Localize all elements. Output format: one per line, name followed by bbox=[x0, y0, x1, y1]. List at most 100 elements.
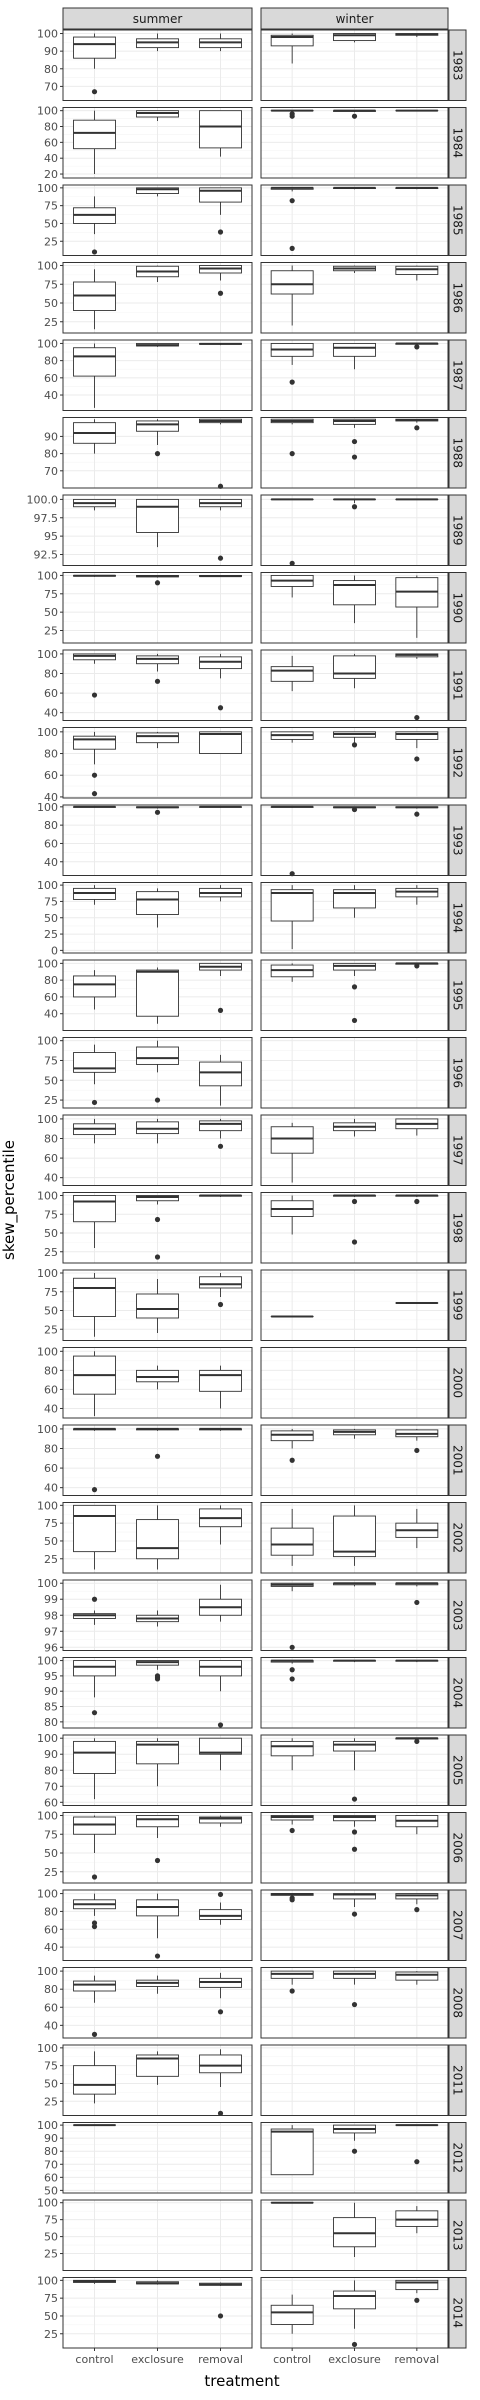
panel-border bbox=[260, 1967, 449, 2039]
boxplot-removal bbox=[199, 1972, 242, 2015]
outlier-point bbox=[154, 1953, 161, 1959]
y-tick-label: 25 bbox=[44, 2328, 58, 2341]
y-tick-label: 100 bbox=[37, 260, 58, 273]
iqr-box bbox=[333, 1740, 376, 1752]
iqr-box bbox=[333, 342, 376, 357]
row-strip-2002 bbox=[448, 1502, 467, 1574]
boxplot-exclosure bbox=[333, 186, 376, 190]
row-strip-label: 1998 bbox=[451, 1212, 465, 1243]
panel-border bbox=[62, 494, 253, 566]
boxplot-removal bbox=[199, 1194, 242, 1197]
boxplot-removal bbox=[395, 1194, 439, 1205]
y-tick-label: 50 bbox=[44, 2231, 58, 2244]
y-tick-label: 75 bbox=[44, 588, 58, 601]
boxplot-control bbox=[73, 1660, 116, 1716]
panel-border bbox=[260, 1114, 449, 1186]
boxplot-exclosure bbox=[333, 1194, 376, 1245]
y-tick-label: 25 bbox=[44, 316, 58, 329]
panel-border bbox=[62, 1037, 253, 1109]
boxplot-control bbox=[73, 1975, 116, 2037]
iqr-box bbox=[199, 1816, 242, 1824]
y-tick-label: 90 bbox=[44, 45, 58, 58]
outlier-point bbox=[217, 1891, 224, 1898]
outlier-point bbox=[154, 1453, 161, 1459]
y-tick-label: 50 bbox=[44, 1847, 58, 1860]
row-strip-1986 bbox=[448, 262, 467, 334]
y-tick-label: 100 bbox=[37, 648, 58, 661]
y-tick-label: 50 bbox=[44, 2310, 58, 2323]
outlier-point bbox=[154, 678, 161, 684]
y-tick-label: 40 bbox=[44, 1482, 58, 1495]
boxplot-removal bbox=[395, 342, 439, 350]
boxplot-exclosure bbox=[136, 1815, 179, 1864]
y-tick-label: 80 bbox=[44, 1133, 58, 1146]
y-tick-label: 25 bbox=[44, 928, 58, 941]
iqr-box bbox=[333, 1515, 376, 1558]
boxplot-control bbox=[73, 1195, 116, 1248]
row-strip-label: 1983 bbox=[451, 50, 465, 81]
boxplot-control bbox=[73, 1427, 116, 1493]
y-tick-label: 40 bbox=[44, 791, 58, 804]
y-tick-label: 75 bbox=[44, 1054, 58, 1067]
boxplot-removal bbox=[199, 342, 242, 346]
boxplot-removal bbox=[395, 1582, 439, 1606]
y-tick-label: 95 bbox=[44, 530, 58, 543]
row-strip-label: 2005 bbox=[451, 1755, 465, 1786]
boxplot-control bbox=[270, 2294, 314, 2334]
panel-1997-summer bbox=[62, 1114, 253, 1186]
boxplot-exclosure bbox=[333, 962, 376, 1024]
row-strip-2014 bbox=[448, 2277, 467, 2349]
boxplot-control bbox=[73, 1273, 116, 1337]
panel-border bbox=[260, 1812, 449, 1884]
iqr-box bbox=[73, 1816, 116, 1835]
iqr-box bbox=[270, 1126, 314, 1154]
outlier-point bbox=[154, 451, 161, 457]
iqr-box bbox=[270, 889, 314, 922]
row-strip-2006 bbox=[448, 1812, 467, 1884]
row-strip-2012 bbox=[448, 2122, 467, 2194]
boxplot-removal bbox=[395, 186, 439, 190]
y-tick-label: 60 bbox=[44, 1383, 58, 1396]
outlier-point bbox=[91, 692, 98, 698]
x-tick-label: removal bbox=[394, 2353, 439, 2366]
y-tick-label: 60 bbox=[44, 1462, 58, 1475]
outlier-point bbox=[414, 2297, 420, 2303]
panel-border bbox=[62, 1269, 253, 1341]
boxplot-control bbox=[73, 269, 116, 330]
y-tick-label: 100 bbox=[37, 1190, 58, 1203]
panel-border bbox=[62, 2122, 253, 2194]
iqr-box bbox=[73, 1980, 116, 1992]
panel-1988-winter bbox=[260, 417, 449, 489]
outlier-point bbox=[91, 1487, 98, 1493]
column-strip-winter bbox=[260, 7, 449, 30]
y-tick-label: 100 bbox=[37, 2197, 58, 2210]
boxplot-exclosure bbox=[136, 2280, 179, 2285]
panels-layer: summer winter7080901001983204060801001984… bbox=[27, 7, 467, 2366]
panel-border bbox=[62, 1347, 253, 1419]
y-tick-label: 20 bbox=[44, 168, 58, 181]
panel-border bbox=[62, 959, 253, 1031]
y-tick-label: 80 bbox=[44, 1716, 58, 1729]
outlier-point bbox=[154, 1254, 161, 1260]
boxplot-removal bbox=[395, 1893, 439, 1913]
y-tick-label: 75 bbox=[44, 1828, 58, 1841]
iqr-box bbox=[136, 1740, 179, 1765]
y-tick-label: 80 bbox=[44, 355, 58, 368]
outlier-point bbox=[154, 1857, 161, 1864]
boxplot-removal bbox=[199, 731, 242, 754]
outlier-point bbox=[91, 772, 98, 778]
boxplot-removal bbox=[395, 265, 439, 281]
boxplot-exclosure bbox=[136, 888, 179, 928]
outlier-point bbox=[91, 89, 98, 95]
panel-2003-winter bbox=[260, 1579, 449, 1651]
boxplot-exclosure bbox=[136, 574, 179, 586]
y-tick-label: 90 bbox=[44, 1685, 58, 1698]
outlier-point bbox=[217, 2110, 224, 2116]
iqr-box bbox=[136, 2054, 179, 2077]
y-tick-label: 80 bbox=[44, 1443, 58, 1456]
y-tick-label: 100 bbox=[37, 337, 58, 350]
boxplot-exclosure bbox=[333, 1505, 376, 1566]
iqr-box bbox=[73, 1277, 116, 1317]
y-tick-label: 100 bbox=[37, 1732, 58, 1745]
y-tick-label: 100 bbox=[37, 28, 58, 41]
